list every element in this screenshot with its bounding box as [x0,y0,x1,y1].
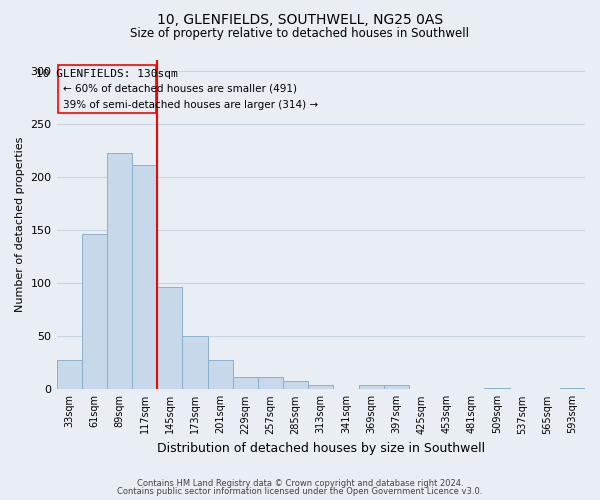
X-axis label: Distribution of detached houses by size in Southwell: Distribution of detached houses by size … [157,442,485,455]
Bar [383,385,409,390]
Bar [107,154,132,390]
Bar [359,385,383,390]
Bar [258,376,283,390]
Bar [308,385,334,390]
Text: ← 60% of detached houses are smaller (491): ← 60% of detached houses are smaller (49… [63,84,297,94]
Y-axis label: Number of detached properties: Number of detached properties [15,137,25,312]
Bar [157,288,182,390]
Text: Contains public sector information licensed under the Open Government Licence v3: Contains public sector information licen… [118,487,482,496]
Text: 10 GLENFIELDS: 130sqm: 10 GLENFIELDS: 130sqm [36,68,178,78]
Bar [56,360,82,390]
Text: Size of property relative to detached houses in Southwell: Size of property relative to detached ho… [131,28,470,40]
Bar [82,234,107,390]
Text: 10, GLENFIELDS, SOUTHWELL, NG25 0AS: 10, GLENFIELDS, SOUTHWELL, NG25 0AS [157,12,443,26]
FancyBboxPatch shape [58,66,156,113]
Bar [208,360,233,390]
Bar [233,376,258,390]
Text: 39% of semi-detached houses are larger (314) →: 39% of semi-detached houses are larger (… [63,100,318,110]
Bar [560,388,585,390]
Bar [283,381,308,390]
Bar [484,388,509,390]
Bar [182,336,208,390]
Bar [132,165,157,390]
Text: Contains HM Land Registry data © Crown copyright and database right 2024.: Contains HM Land Registry data © Crown c… [137,478,463,488]
